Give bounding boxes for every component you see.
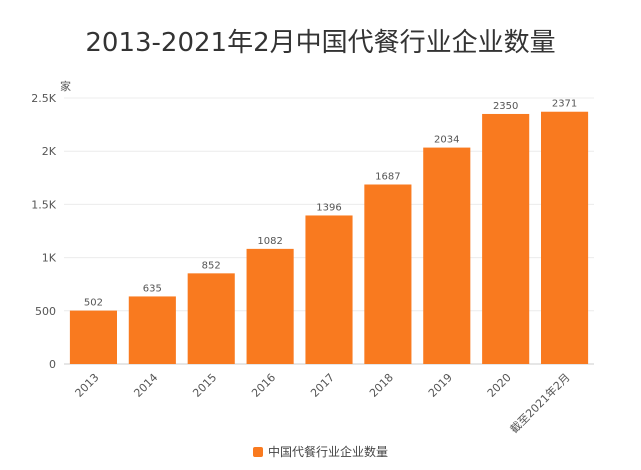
data-label: 1396 xyxy=(316,202,341,213)
x-tick-label: 2019 xyxy=(426,371,455,400)
legend[interactable]: 中国代餐行业企业数量 xyxy=(0,443,641,460)
x-tick-label: 2014 xyxy=(131,371,160,400)
y-tick-label: 2K xyxy=(42,145,57,158)
data-label: 502 xyxy=(84,298,103,309)
x-tick-label: 2013 xyxy=(73,371,102,400)
bar xyxy=(423,147,471,364)
data-label: 1082 xyxy=(257,236,282,247)
data-label: 2034 xyxy=(434,135,459,146)
data-label: 635 xyxy=(143,283,162,294)
bar xyxy=(364,184,412,364)
data-label: 2371 xyxy=(552,99,577,110)
x-tick-label: 2018 xyxy=(367,371,396,400)
legend-swatch xyxy=(252,447,263,457)
bar xyxy=(541,111,589,364)
data-label: 1687 xyxy=(375,172,400,183)
bar xyxy=(482,113,530,365)
y-tick-label: 0 xyxy=(49,358,56,371)
x-tick-label: 2016 xyxy=(249,371,278,400)
y-axis-unit-label: 家 xyxy=(60,79,71,93)
y-tick-label: 500 xyxy=(35,305,56,318)
data-label: 852 xyxy=(202,260,221,271)
data-label: 2350 xyxy=(493,101,518,112)
bar xyxy=(187,273,235,364)
x-tick-label: 2015 xyxy=(190,371,219,400)
y-tick-label: 2.5K xyxy=(31,92,56,105)
legend-label: 中国代餐行业企业数量 xyxy=(267,445,388,459)
x-tick-label: 2020 xyxy=(485,371,514,400)
y-tick-label: 1K xyxy=(42,252,57,265)
chart-title: 2013-2021年2月中国代餐行业企业数量 xyxy=(85,28,556,58)
bar xyxy=(246,248,294,364)
bar xyxy=(305,215,353,364)
x-tick-label: 截至2021年2月 xyxy=(507,370,573,436)
bar xyxy=(128,296,176,364)
y-tick-label: 1.5K xyxy=(31,198,56,211)
bar xyxy=(69,310,117,364)
x-tick-label: 2017 xyxy=(308,371,337,400)
